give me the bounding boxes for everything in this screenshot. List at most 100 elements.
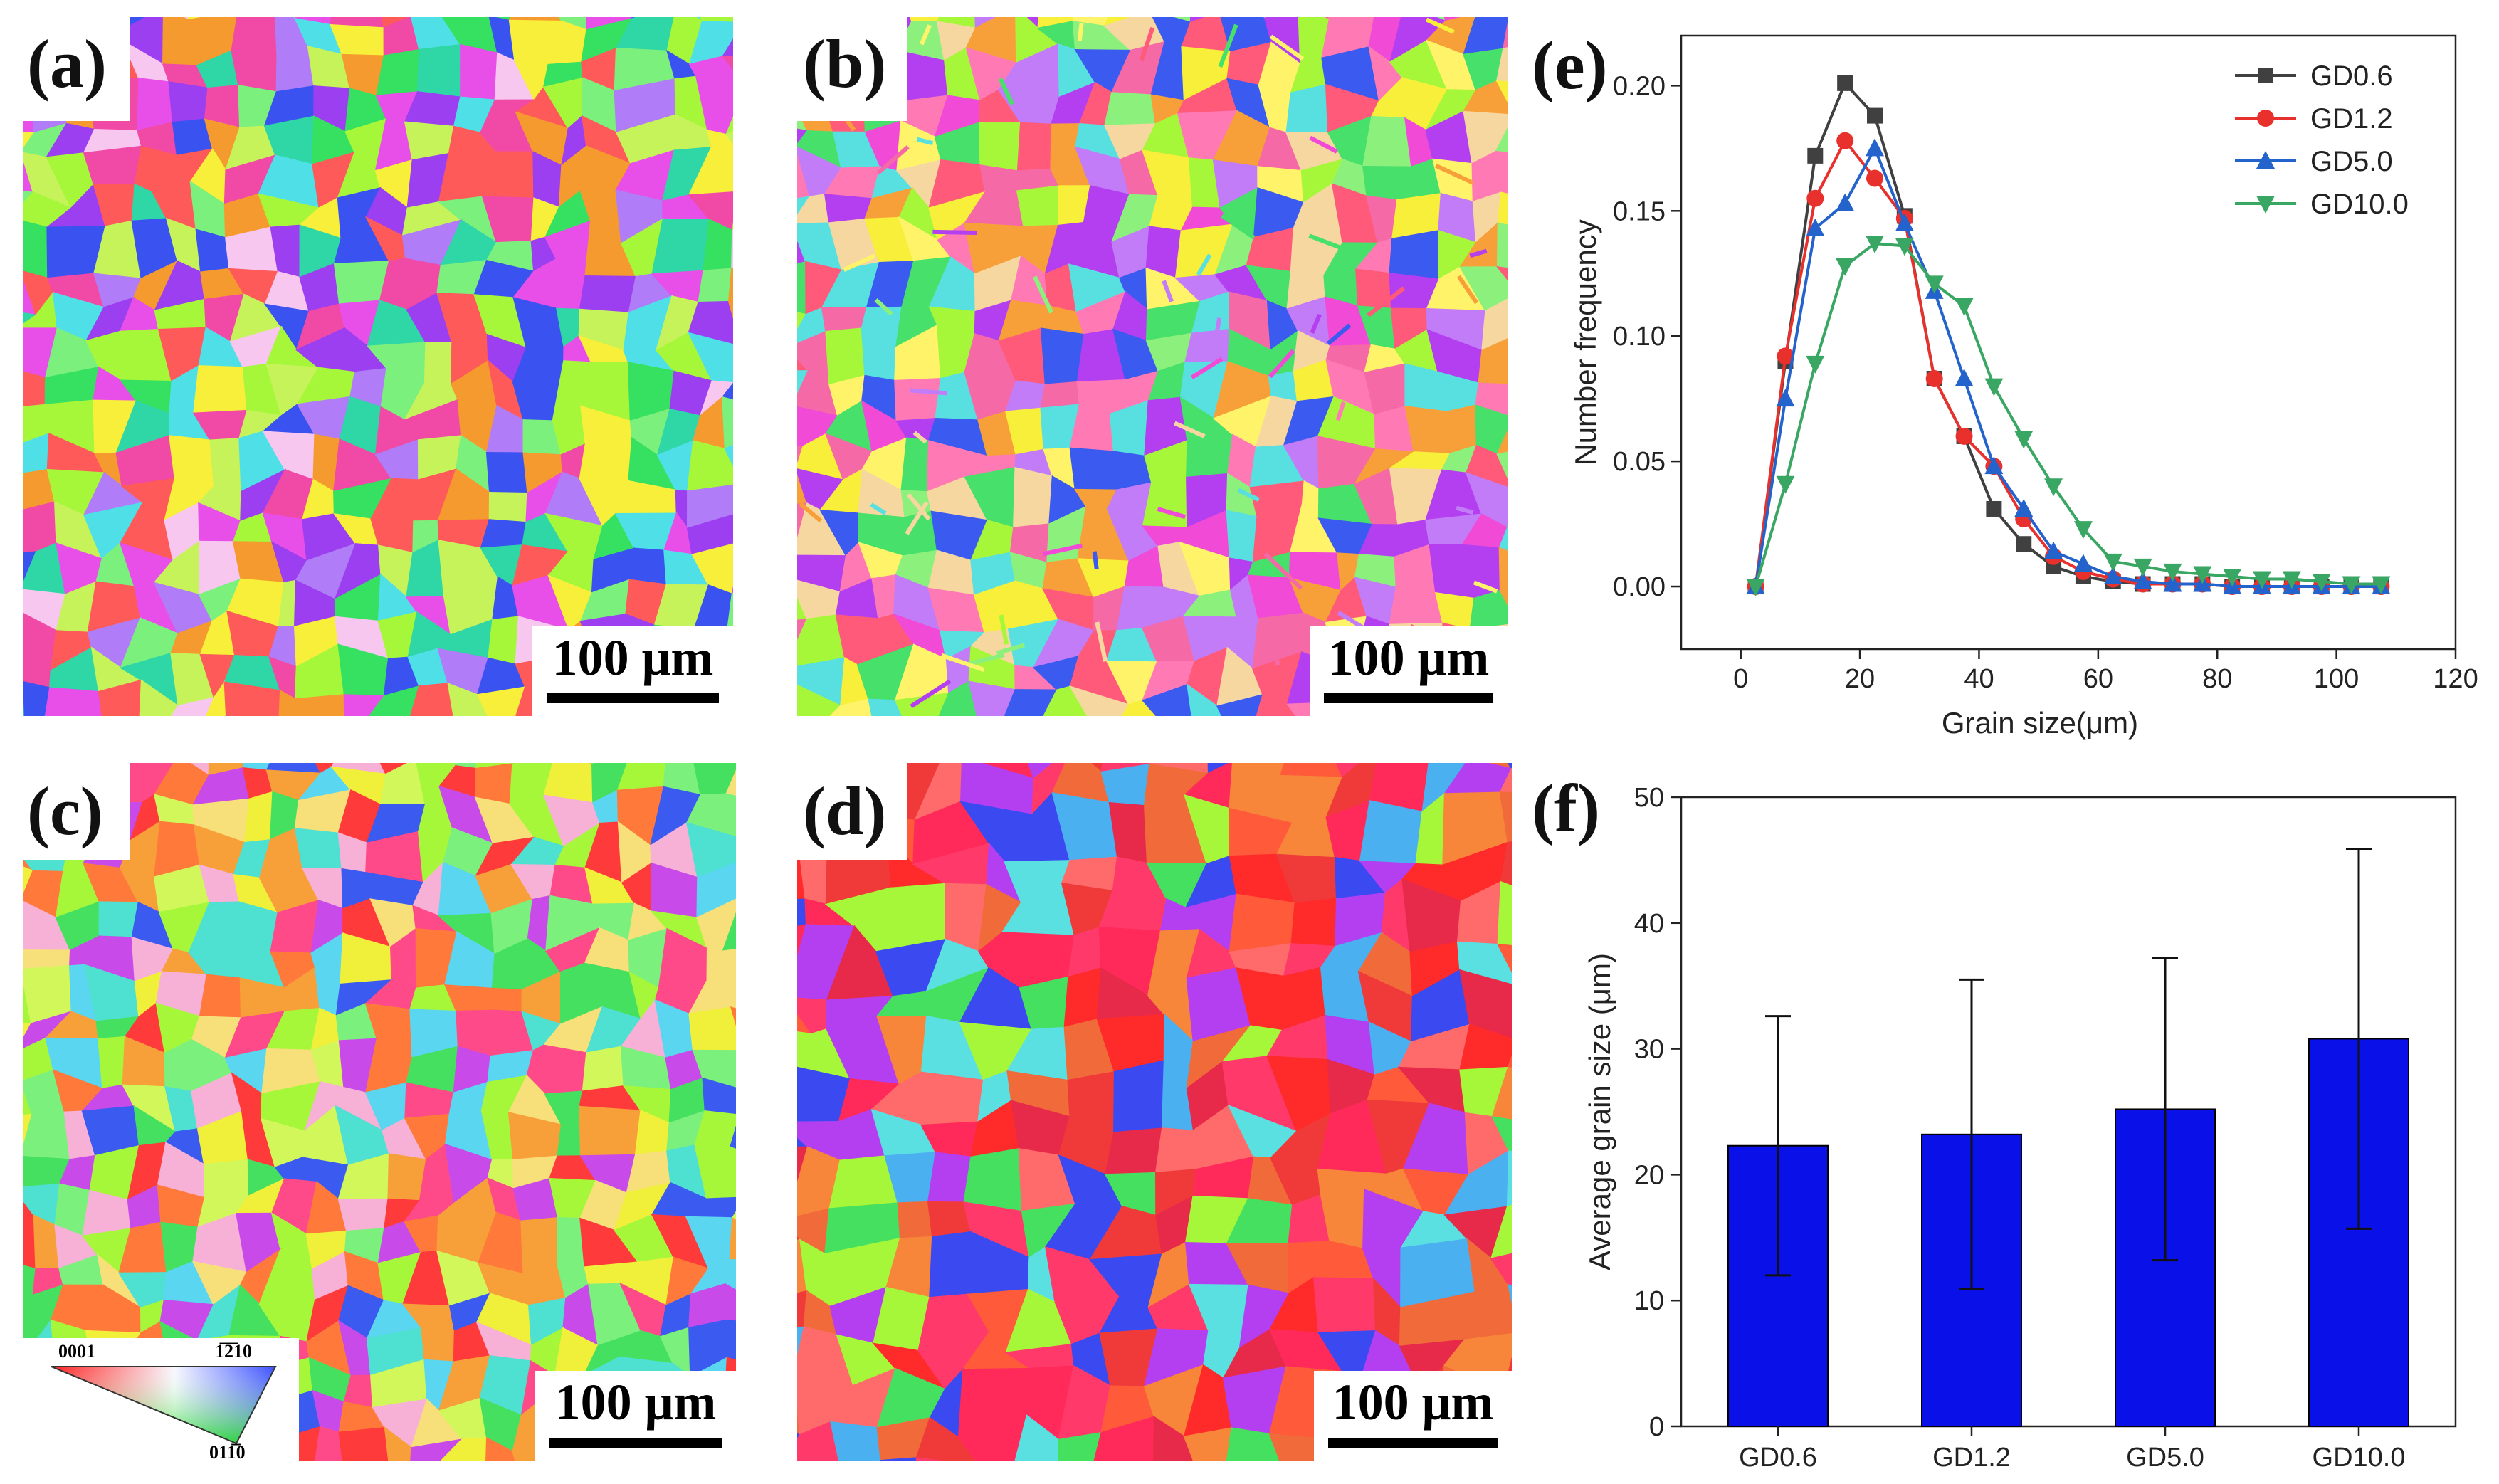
data-point (2312, 574, 2331, 592)
ipf-label-0001: 0001 (58, 1341, 95, 1362)
grain (1186, 433, 1233, 478)
twin-lamella (1196, 253, 1212, 276)
grain (1490, 1253, 1512, 1288)
grain (1121, 700, 1157, 716)
twin-lamella (1473, 580, 1498, 594)
grain (938, 680, 978, 716)
grain (485, 452, 528, 494)
data-point (2073, 554, 2093, 572)
twin-lamella (916, 137, 934, 146)
data-point (1866, 236, 1884, 254)
twin-lamella (843, 253, 876, 272)
grain (1490, 1204, 1512, 1260)
data-point (2014, 431, 2034, 449)
grain (369, 685, 420, 716)
grain (721, 948, 736, 959)
grain (724, 444, 733, 467)
grain (1187, 683, 1223, 716)
plot-frame (1680, 796, 2457, 1428)
data-point (2372, 576, 2391, 594)
grain (460, 43, 498, 101)
grain (1491, 1116, 1512, 1152)
grain (1256, 693, 1297, 716)
grain (1463, 80, 1508, 115)
twin-lamella (1310, 313, 1322, 334)
grain (231, 17, 278, 57)
grain (725, 793, 736, 821)
grain (1335, 763, 1361, 779)
data-point (2044, 541, 2063, 559)
data-point (2193, 566, 2212, 584)
grain (730, 990, 736, 1010)
twin-lamella (1218, 23, 1238, 68)
grain (193, 365, 248, 414)
grain (1226, 1427, 1280, 1461)
grain (98, 1036, 126, 1090)
series-GD5.0 (1746, 138, 2391, 595)
x-tick-label: 100 (2314, 664, 2359, 694)
grain (725, 1283, 736, 1322)
panel-label-c: (c) (27, 773, 103, 849)
y-tick-label: 40 (1634, 909, 1664, 939)
grain (83, 145, 142, 186)
grain (379, 763, 409, 775)
grain (199, 974, 242, 1019)
data-point (2103, 553, 2122, 572)
panel-label-f: (f) (1532, 770, 1600, 846)
grain (1491, 1066, 1512, 1121)
twin-lamella (1190, 357, 1224, 379)
grain (476, 686, 526, 716)
scalebar-text-d: 100 μm (1332, 1374, 1494, 1431)
grain (1153, 1416, 1194, 1461)
scalebar-c: 100 μm (535, 1371, 736, 1461)
grain (1496, 451, 1508, 479)
grain (1093, 1416, 1155, 1461)
data-point (1836, 193, 1855, 211)
data-point (1955, 369, 1974, 387)
grain (722, 912, 736, 952)
grain (294, 828, 343, 870)
twin-lamella (932, 229, 977, 236)
grain (1499, 767, 1512, 794)
scalebar-line-c (549, 1438, 722, 1448)
grain (1290, 898, 1337, 947)
scalebar-line-a (547, 693, 719, 703)
data-point (2133, 558, 2152, 577)
grain (724, 1259, 736, 1291)
y-tick-label: 0.15 (1613, 196, 1666, 226)
grain (1506, 1150, 1512, 1208)
grain (579, 275, 637, 314)
grain (727, 268, 733, 303)
grain (278, 689, 300, 716)
twin-lamella (965, 427, 972, 446)
data-point (1776, 475, 1795, 494)
grain (139, 679, 179, 716)
grain (706, 947, 736, 982)
data-point (2223, 568, 2242, 586)
legend-label: GD1.2 (2310, 103, 2393, 135)
data-point (1866, 169, 1883, 187)
grain (722, 396, 733, 450)
grain (1016, 185, 1060, 227)
grain (421, 1327, 456, 1363)
data-point (1776, 389, 1795, 407)
data-point (1984, 378, 2004, 396)
x-tick-label: 80 (2202, 664, 2232, 694)
twin-lamella (1157, 507, 1187, 520)
grain (579, 437, 633, 482)
grain (1389, 230, 1440, 280)
grain (797, 1421, 840, 1461)
grain (729, 1146, 736, 1168)
data-point (1955, 427, 1973, 445)
grain (1463, 1283, 1512, 1341)
x-tick-label: GD0.6 (1739, 1443, 1817, 1473)
x-tick-label: 60 (2083, 664, 2113, 694)
grain (1154, 1127, 1196, 1174)
grain (543, 1044, 587, 1095)
x-tick-label: GD10.0 (2313, 1443, 2406, 1473)
grain (1229, 893, 1296, 953)
y-tick-label: 0.00 (1613, 572, 1666, 602)
grain (1069, 447, 1117, 491)
grain (1216, 693, 1264, 716)
grain (1040, 327, 1085, 386)
